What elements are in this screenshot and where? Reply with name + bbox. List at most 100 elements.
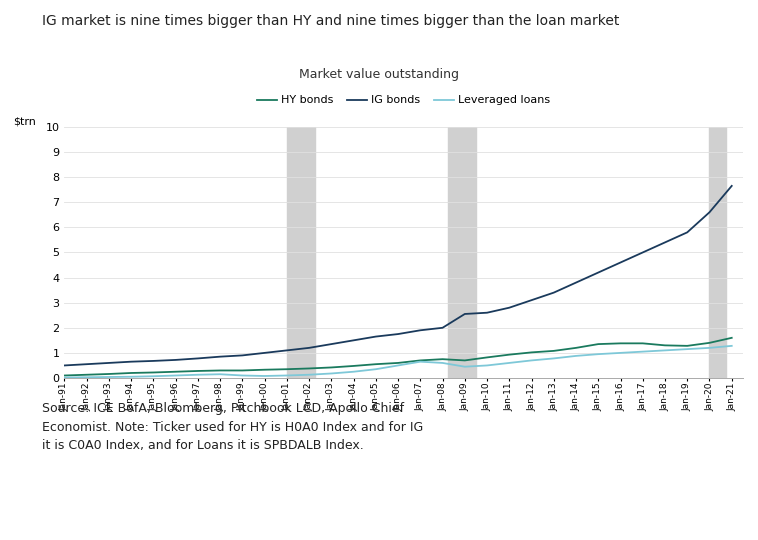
HY bonds bbox=[193, 368, 202, 374]
Leveraged loans bbox=[82, 374, 91, 381]
IG bonds bbox=[393, 331, 402, 338]
IG bonds bbox=[282, 347, 291, 354]
Leveraged loans bbox=[594, 351, 603, 357]
IG bonds bbox=[349, 337, 358, 343]
HY bonds bbox=[82, 372, 91, 378]
Line: IG bonds: IG bonds bbox=[64, 186, 731, 366]
IG bonds bbox=[371, 333, 381, 340]
Leveraged loans bbox=[727, 342, 736, 349]
HY bonds bbox=[305, 365, 314, 372]
Leveraged loans bbox=[527, 357, 536, 363]
HY bonds bbox=[393, 360, 402, 366]
Leveraged loans bbox=[127, 374, 136, 380]
IG bonds bbox=[416, 327, 425, 334]
HY bonds bbox=[705, 340, 714, 346]
Legend: HY bonds, IG bonds, Leveraged loans: HY bonds, IG bonds, Leveraged loans bbox=[252, 91, 555, 110]
Leveraged loans bbox=[705, 345, 714, 351]
IG bonds bbox=[260, 350, 269, 356]
Leveraged loans bbox=[550, 355, 559, 362]
HY bonds bbox=[327, 364, 336, 370]
Text: IG market is nine times bigger than HY and nine times bigger than the loan marke: IG market is nine times bigger than HY a… bbox=[42, 14, 619, 28]
HY bonds bbox=[460, 357, 469, 363]
HY bonds bbox=[260, 367, 269, 373]
Leveraged loans bbox=[438, 360, 447, 366]
Leveraged loans bbox=[460, 363, 469, 370]
Bar bbox=[287, 127, 315, 378]
IG bonds bbox=[727, 183, 736, 189]
HY bonds bbox=[527, 349, 536, 356]
Leveraged loans bbox=[683, 346, 692, 353]
Leveraged loans bbox=[572, 353, 581, 359]
Leveraged loans bbox=[149, 373, 158, 380]
Line: Leveraged loans: Leveraged loans bbox=[64, 346, 731, 377]
HY bonds bbox=[282, 366, 291, 373]
HY bonds bbox=[371, 361, 381, 367]
HY bonds bbox=[215, 367, 224, 374]
Leveraged loans bbox=[371, 366, 381, 373]
HY bonds bbox=[638, 340, 647, 347]
Bar bbox=[709, 127, 726, 378]
Text: Source: ICE BofA, Bloomberg, Pitchbook LCD, Apollo Chief
Economist. Note: Ticker: Source: ICE BofA, Bloomberg, Pitchbook L… bbox=[42, 402, 423, 453]
Bar bbox=[448, 127, 476, 378]
Text: $trn: $trn bbox=[14, 117, 36, 127]
HY bonds bbox=[105, 371, 114, 377]
IG bonds bbox=[705, 209, 714, 215]
Leveraged loans bbox=[238, 372, 247, 379]
Leveraged loans bbox=[660, 347, 669, 354]
IG bonds bbox=[527, 297, 536, 303]
Line: HY bonds: HY bonds bbox=[64, 338, 731, 375]
Leveraged loans bbox=[60, 374, 69, 381]
HY bonds bbox=[349, 363, 358, 369]
Leveraged loans bbox=[105, 374, 114, 380]
Leveraged loans bbox=[505, 360, 514, 366]
Leveraged loans bbox=[393, 362, 402, 369]
Leveraged loans bbox=[483, 362, 492, 369]
IG bonds bbox=[105, 360, 114, 366]
HY bonds bbox=[616, 340, 625, 347]
IG bonds bbox=[638, 249, 647, 255]
Leveraged loans bbox=[260, 373, 269, 379]
Leveraged loans bbox=[215, 371, 224, 377]
HY bonds bbox=[483, 354, 492, 361]
HY bonds bbox=[505, 352, 514, 358]
IG bonds bbox=[305, 345, 314, 351]
HY bonds bbox=[727, 335, 736, 341]
HY bonds bbox=[127, 370, 136, 376]
HY bonds bbox=[149, 369, 158, 376]
Leveraged loans bbox=[282, 372, 291, 379]
HY bonds bbox=[550, 348, 559, 354]
IG bonds bbox=[616, 259, 625, 266]
IG bonds bbox=[193, 355, 202, 362]
HY bonds bbox=[438, 356, 447, 362]
IG bonds bbox=[60, 362, 69, 369]
HY bonds bbox=[171, 368, 180, 375]
HY bonds bbox=[572, 345, 581, 351]
Leveraged loans bbox=[327, 370, 336, 377]
HY bonds bbox=[660, 342, 669, 349]
IG bonds bbox=[238, 352, 247, 359]
IG bonds bbox=[483, 309, 492, 316]
IG bonds bbox=[460, 310, 469, 317]
IG bonds bbox=[171, 357, 180, 363]
IG bonds bbox=[505, 305, 514, 311]
Leveraged loans bbox=[638, 348, 647, 355]
Leveraged loans bbox=[305, 372, 314, 378]
IG bonds bbox=[594, 269, 603, 276]
HY bonds bbox=[683, 342, 692, 349]
HY bonds bbox=[238, 367, 247, 374]
IG bonds bbox=[149, 357, 158, 364]
IG bonds bbox=[82, 361, 91, 367]
IG bonds bbox=[572, 279, 581, 286]
IG bonds bbox=[327, 341, 336, 347]
IG bonds bbox=[215, 353, 224, 360]
Leveraged loans bbox=[171, 372, 180, 379]
Leveraged loans bbox=[616, 350, 625, 356]
IG bonds bbox=[550, 289, 559, 296]
Leveraged loans bbox=[193, 372, 202, 378]
Text: Market value outstanding: Market value outstanding bbox=[299, 68, 459, 81]
HY bonds bbox=[60, 372, 69, 379]
IG bonds bbox=[660, 239, 669, 246]
IG bonds bbox=[438, 325, 447, 331]
HY bonds bbox=[594, 341, 603, 347]
IG bonds bbox=[127, 359, 136, 365]
